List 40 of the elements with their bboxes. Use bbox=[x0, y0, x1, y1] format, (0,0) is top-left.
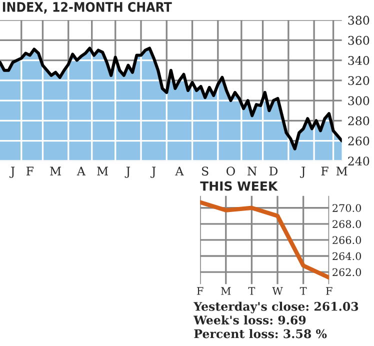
text: Yesterday's close: 261.03 bbox=[194, 302, 358, 314]
x-tick-label: F bbox=[26, 166, 34, 176]
y-tick-label: 300 bbox=[348, 96, 370, 106]
x-tick-label: F bbox=[197, 287, 204, 295]
x-tick-label: T bbox=[248, 287, 256, 295]
y-tick-label: 260 bbox=[348, 136, 370, 146]
text: Percent loss: 3.58 % bbox=[194, 329, 327, 338]
y-tick-label: 320 bbox=[348, 76, 370, 86]
x-tick-label: O bbox=[226, 166, 235, 176]
x-tick-label: M bbox=[97, 166, 108, 176]
chart-title: INDEX, 12-MONTH CHART bbox=[2, 2, 172, 14]
x-tick-label: S bbox=[202, 166, 208, 176]
x-tick-label: J bbox=[9, 166, 15, 178]
line-series bbox=[200, 200, 330, 280]
y-tick-label: 340 bbox=[348, 56, 370, 65]
x-tick-label: J bbox=[124, 166, 130, 178]
x-tick-label: D bbox=[269, 166, 278, 176]
x-tick-label: M bbox=[336, 166, 348, 176]
x-tick-label: T bbox=[300, 287, 307, 295]
text: Week's loss: 9.69 bbox=[194, 315, 306, 325]
x-tick-label: A bbox=[175, 166, 184, 176]
x-tick-label: M bbox=[221, 287, 231, 295]
y-tick-label: 262.0 bbox=[332, 268, 362, 276]
x-tick-label: M bbox=[50, 166, 61, 176]
x-tick-label: F bbox=[321, 166, 328, 176]
y-tick-label: 380 bbox=[348, 16, 370, 25]
chart-title: THIS WEEK bbox=[200, 181, 278, 191]
y-tick-label: 280 bbox=[348, 116, 370, 126]
x-tick-label: F bbox=[326, 287, 332, 295]
x-tick-label: J bbox=[150, 166, 156, 178]
x-tick-label: A bbox=[76, 166, 86, 176]
y-tick-label: 268.0 bbox=[332, 220, 362, 228]
y-tick-label: 264.0 bbox=[332, 252, 362, 260]
x-tick-label: J bbox=[300, 166, 306, 178]
x-tick-label: N bbox=[248, 166, 257, 176]
y-tick-label: 270.0 bbox=[332, 204, 362, 212]
y-tick-label: 240 bbox=[348, 156, 370, 166]
y-tick-label: 266.0 bbox=[332, 236, 362, 244]
x-tick-label: W bbox=[272, 287, 283, 295]
y-tick-label: 360 bbox=[348, 36, 370, 45]
